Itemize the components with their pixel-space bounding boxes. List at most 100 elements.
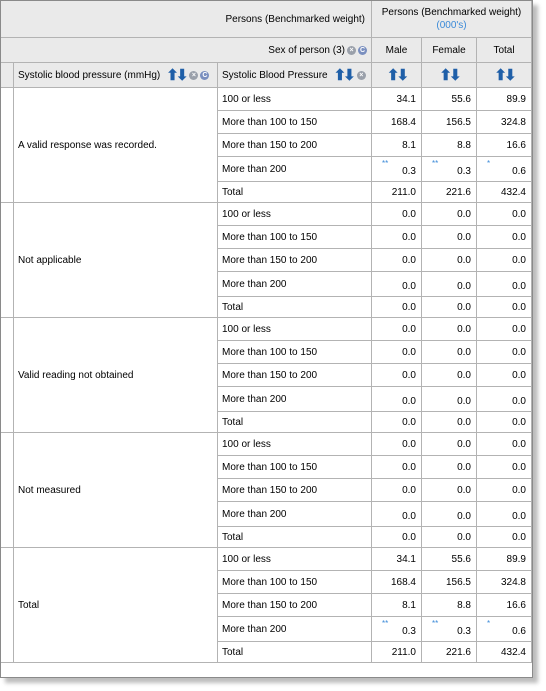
category-label: More than 100 to 150 [218,456,372,479]
category-label: More than 200 [218,387,372,412]
unit-link[interactable]: (000's) [436,20,466,31]
group-label: Valid reading not obtained [14,318,218,433]
value-cell-male: 34.1 [372,88,422,111]
value-cell-male: 0.3 ** [372,157,422,182]
value-cell-female: 0.0 [422,272,477,297]
value-cell-male: 8.1 [372,134,422,157]
value-cell-total: 324.8 [477,571,532,594]
value-cell-male: 0.0 [372,364,422,387]
value-cell-total: 89.9 [477,88,532,111]
col-header-male[interactable]: Male [372,38,422,63]
remove-dimension-icon[interactable]: × [189,71,198,80]
quality-flag-icon[interactable]: ** [382,159,388,168]
value-cell-total: 0.0 [477,433,532,456]
category-label: 100 or less [218,203,372,226]
value-cell-total: 16.6 [477,134,532,157]
value-cell-total: 0.0 [477,479,532,502]
collapse-dimension-icon[interactable]: C [200,71,209,80]
quality-flag-icon[interactable]: ** [432,159,438,168]
value-cell-female: 0.0 [422,226,477,249]
value-cell-female: 0.0 [422,341,477,364]
value-cell-male: 168.4 [372,571,422,594]
remove-dimension-icon[interactable]: × [347,46,356,55]
value-cell-male: 0.3 ** [372,617,422,642]
value-cell-male: 8.1 [372,594,422,617]
quality-flag-icon[interactable]: ** [382,619,388,628]
value-cell-total: 0.0 [477,297,532,318]
value-cell-male: 0.0 [372,527,422,548]
value-cell-total: 432.4 [477,182,532,203]
quality-flag-icon[interactable]: ** [432,619,438,628]
sort-male-column-icon[interactable]: ⬆⬇ [372,63,422,88]
measure-title: Persons (Benchmarked weight) [382,7,522,18]
value-cell-total: 324.8 [477,111,532,134]
category-label: Total [218,642,372,663]
value-cell-female: 0.0 [422,479,477,502]
row-dimension-1-header: Systolic blood pressure (mmHg) ⬆⬇ × C [14,63,218,88]
value-cell-male: 0.0 [372,341,422,364]
value-cell-total: 0.6 * [477,157,532,182]
row-dimension-2-label: Systolic Blood Pressure [222,70,328,81]
category-label: 100 or less [218,318,372,341]
value-cell-male: 168.4 [372,111,422,134]
sort-female-column-icon[interactable]: ⬆⬇ [422,63,477,88]
value-cell-total: 0.0 [477,318,532,341]
sex-of-person-label: Sex of person (3) [268,45,345,56]
value-cell-female: 0.0 [422,364,477,387]
value-cell-female: 221.6 [422,642,477,663]
value-cell-male: 0.0 [372,203,422,226]
category-label: More than 100 to 150 [218,111,372,134]
value-cell-total: 0.0 [477,527,532,548]
row-indent-strip [1,203,14,318]
category-label: 100 or less [218,88,372,111]
value-cell-female: 156.5 [422,111,477,134]
category-label: More than 150 to 200 [218,134,372,157]
category-label: Total [218,182,372,203]
value-cell-total: 0.0 [477,341,532,364]
col-header-female[interactable]: Female [422,38,477,63]
value-cell-male: 0.0 [372,433,422,456]
sort-total-column-icon[interactable]: ⬆⬇ [477,63,532,88]
group-label: Total [14,548,218,663]
quality-flag-icon[interactable]: * [487,159,490,168]
value-cell-female: 0.3 ** [422,617,477,642]
category-label: More than 150 to 200 [218,479,372,502]
value-cell-male: 0.0 [372,272,422,297]
category-label: More than 200 [218,272,372,297]
group-label: Not applicable [14,203,218,318]
row-dimension-2-header: Systolic Blood Pressure ⬆⬇ × [218,63,372,88]
category-label: More than 100 to 150 [218,571,372,594]
value-cell-male: 0.0 [372,412,422,433]
value-cell-female: 0.0 [422,412,477,433]
value-cell-female: 55.6 [422,88,477,111]
category-label: 100 or less [218,548,372,571]
value-cell-male: 0.0 [372,249,422,272]
sort-icon[interactable]: ⬆⬇ [334,66,353,84]
value-cell-female: 0.0 [422,433,477,456]
value-cell-female: 221.6 [422,182,477,203]
sex-of-person-header: Sex of person (3) × C [1,38,372,63]
category-label: More than 150 to 200 [218,249,372,272]
value-cell-male: 34.1 [372,548,422,571]
collapse-dimension-icon[interactable]: C [358,46,367,55]
remove-dimension-icon[interactable]: × [357,71,366,80]
sort-icon[interactable]: ⬆⬇ [166,66,185,84]
value-cell-total: 0.0 [477,412,532,433]
value-cell-female: 0.3 ** [422,157,477,182]
value-cell-male: 0.0 [372,297,422,318]
row-indent-strip [1,88,14,203]
value-cell-female: 8.8 [422,134,477,157]
quality-flag-icon[interactable]: * [487,619,490,628]
value-cell-male: 0.0 [372,226,422,249]
value-cell-female: 8.8 [422,594,477,617]
value-cell-female: 0.0 [422,203,477,226]
col-header-total[interactable]: Total [477,38,532,63]
value-cell-male: 0.0 [372,502,422,527]
value-cell-total: 0.0 [477,249,532,272]
value-cell-total: 0.0 [477,456,532,479]
value-cell-male: 0.0 [372,456,422,479]
category-label: Total [218,412,372,433]
row-header-spacer [1,63,14,88]
value-cell-total: 0.0 [477,364,532,387]
group-label: A valid response was recorded. [14,88,218,203]
